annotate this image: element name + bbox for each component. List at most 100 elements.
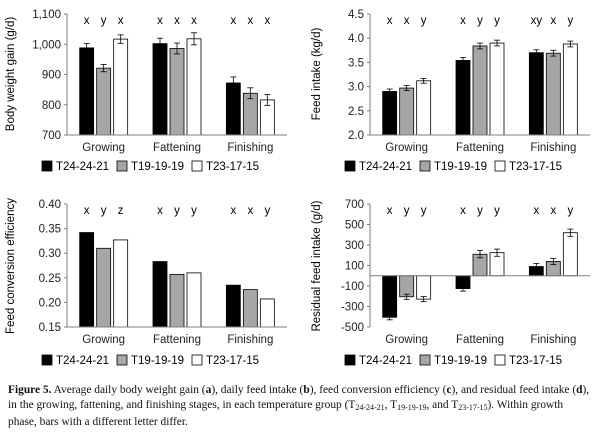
- significance-letter: x: [264, 15, 270, 27]
- bar: [472, 45, 488, 136]
- bar: [399, 87, 415, 136]
- legend-swatch: [344, 160, 356, 172]
- bar: [225, 284, 241, 328]
- y-tick-label: 2.5: [348, 106, 364, 118]
- y-tick-label: 2.0: [348, 130, 364, 142]
- y-tick-label: 0.15: [39, 322, 61, 334]
- bar: [562, 43, 578, 136]
- significance-letter: x: [550, 15, 556, 27]
- significance-letter: y: [421, 205, 427, 217]
- significance-letter: x: [157, 205, 163, 217]
- significance-letter: y: [494, 205, 500, 217]
- significance-letter: y: [191, 205, 197, 217]
- significance-letter: x: [84, 205, 90, 217]
- legend-swatch: [494, 160, 506, 172]
- bar: [225, 82, 241, 136]
- caption-text: ), feed conversion efficiency (: [309, 384, 447, 396]
- y-tick-label: 0.35: [39, 224, 61, 236]
- caption-subscript: 19-19-19: [397, 403, 427, 412]
- y-tick-label: 500: [345, 220, 364, 232]
- significance-letter: y: [101, 205, 107, 217]
- bar: [96, 247, 112, 328]
- bar: [242, 92, 258, 136]
- significance-letter: x: [533, 205, 539, 217]
- legend-swatch: [419, 160, 431, 172]
- bar: [545, 52, 561, 136]
- caption-panel-d: d: [576, 384, 583, 396]
- y-tick-label: 0.30: [39, 248, 61, 260]
- significance-letter: x: [460, 15, 466, 27]
- significance-letter: z: [118, 205, 124, 217]
- y-tick-label: 300: [345, 240, 364, 252]
- significance-letter: x: [157, 15, 163, 27]
- y-axis-title: Feed conversion efficiency: [5, 198, 17, 334]
- legend-label: T19-19-19: [131, 355, 184, 367]
- significance-letter: x: [387, 205, 393, 217]
- bar: [455, 60, 471, 136]
- significance-letter: x: [230, 15, 236, 27]
- y-tick-label: 4.5: [348, 9, 364, 21]
- bar: [399, 275, 415, 298]
- bar: [416, 80, 432, 136]
- significance-letter: y: [567, 205, 573, 217]
- significance-letter: y: [477, 15, 483, 27]
- significance-letter: y: [404, 205, 410, 217]
- caption-text: , and T: [426, 399, 459, 411]
- legend-swatch: [116, 354, 128, 366]
- caption-panel-c: c: [446, 384, 452, 396]
- legend-swatch: [191, 354, 203, 366]
- caption-text: , T: [384, 399, 398, 411]
- significance-letter: x: [230, 205, 236, 217]
- legend-swatch: [116, 160, 128, 172]
- bar: [259, 298, 275, 328]
- y-tick-label: 1,100: [32, 9, 61, 21]
- bar: [416, 275, 432, 300]
- x-tick-label: Growing: [82, 142, 125, 154]
- significance-letter: xy: [531, 15, 543, 27]
- x-tick-label: Growing: [82, 334, 125, 346]
- x-tick-label: Fattening: [456, 334, 504, 346]
- significance-letter: x: [387, 15, 393, 27]
- y-axis-title: Feed intake (kg/d): [311, 27, 323, 120]
- significance-letter: x: [84, 15, 90, 27]
- significance-letter: x: [118, 15, 124, 27]
- y-tick-label: 700: [42, 130, 61, 142]
- x-tick-label: Finishing: [227, 142, 273, 154]
- legend-swatch: [191, 160, 203, 172]
- legend-label: T24-24-21: [359, 355, 412, 367]
- caption-label: Figure 5.: [8, 384, 52, 396]
- x-tick-label: Fattening: [153, 142, 201, 154]
- legend-label: T19-19-19: [434, 355, 487, 367]
- x-tick-label: Finishing: [530, 142, 576, 154]
- significance-letter: y: [494, 15, 500, 27]
- significance-letter: y: [421, 15, 427, 27]
- y-tick-label: -500: [341, 322, 364, 334]
- significance-letter: x: [174, 15, 180, 27]
- x-tick-label: Growing: [385, 142, 428, 154]
- legend-label: T19-19-19: [131, 161, 184, 173]
- bar: [489, 42, 505, 136]
- bar: [382, 275, 398, 318]
- caption-text: ), in the growing, fattening, and finish…: [8, 384, 590, 411]
- bar: [382, 91, 398, 136]
- caption-text: ), and residual feed intake (: [451, 384, 577, 396]
- figure-caption: Figure 5. Average daily body weight gain…: [8, 383, 592, 430]
- caption-text: Average daily body weight gain (: [53, 384, 206, 396]
- bar: [562, 232, 578, 277]
- bar: [79, 232, 95, 328]
- significance-letter: x: [247, 15, 253, 27]
- significance-letter: y: [264, 205, 270, 217]
- bar: [169, 48, 185, 136]
- x-tick-label: Fattening: [153, 334, 201, 346]
- y-tick-label: 800: [42, 100, 61, 112]
- y-tick-label: 0.20: [39, 297, 61, 309]
- legend-swatch: [344, 354, 356, 366]
- bar: [79, 47, 95, 136]
- bar: [186, 272, 202, 328]
- significance-letter: x: [460, 205, 466, 217]
- legend-label: T24-24-21: [56, 161, 109, 173]
- legend-label: T23-17-15: [206, 355, 259, 367]
- legend-swatch: [41, 160, 53, 172]
- significance-letter: y: [101, 15, 107, 27]
